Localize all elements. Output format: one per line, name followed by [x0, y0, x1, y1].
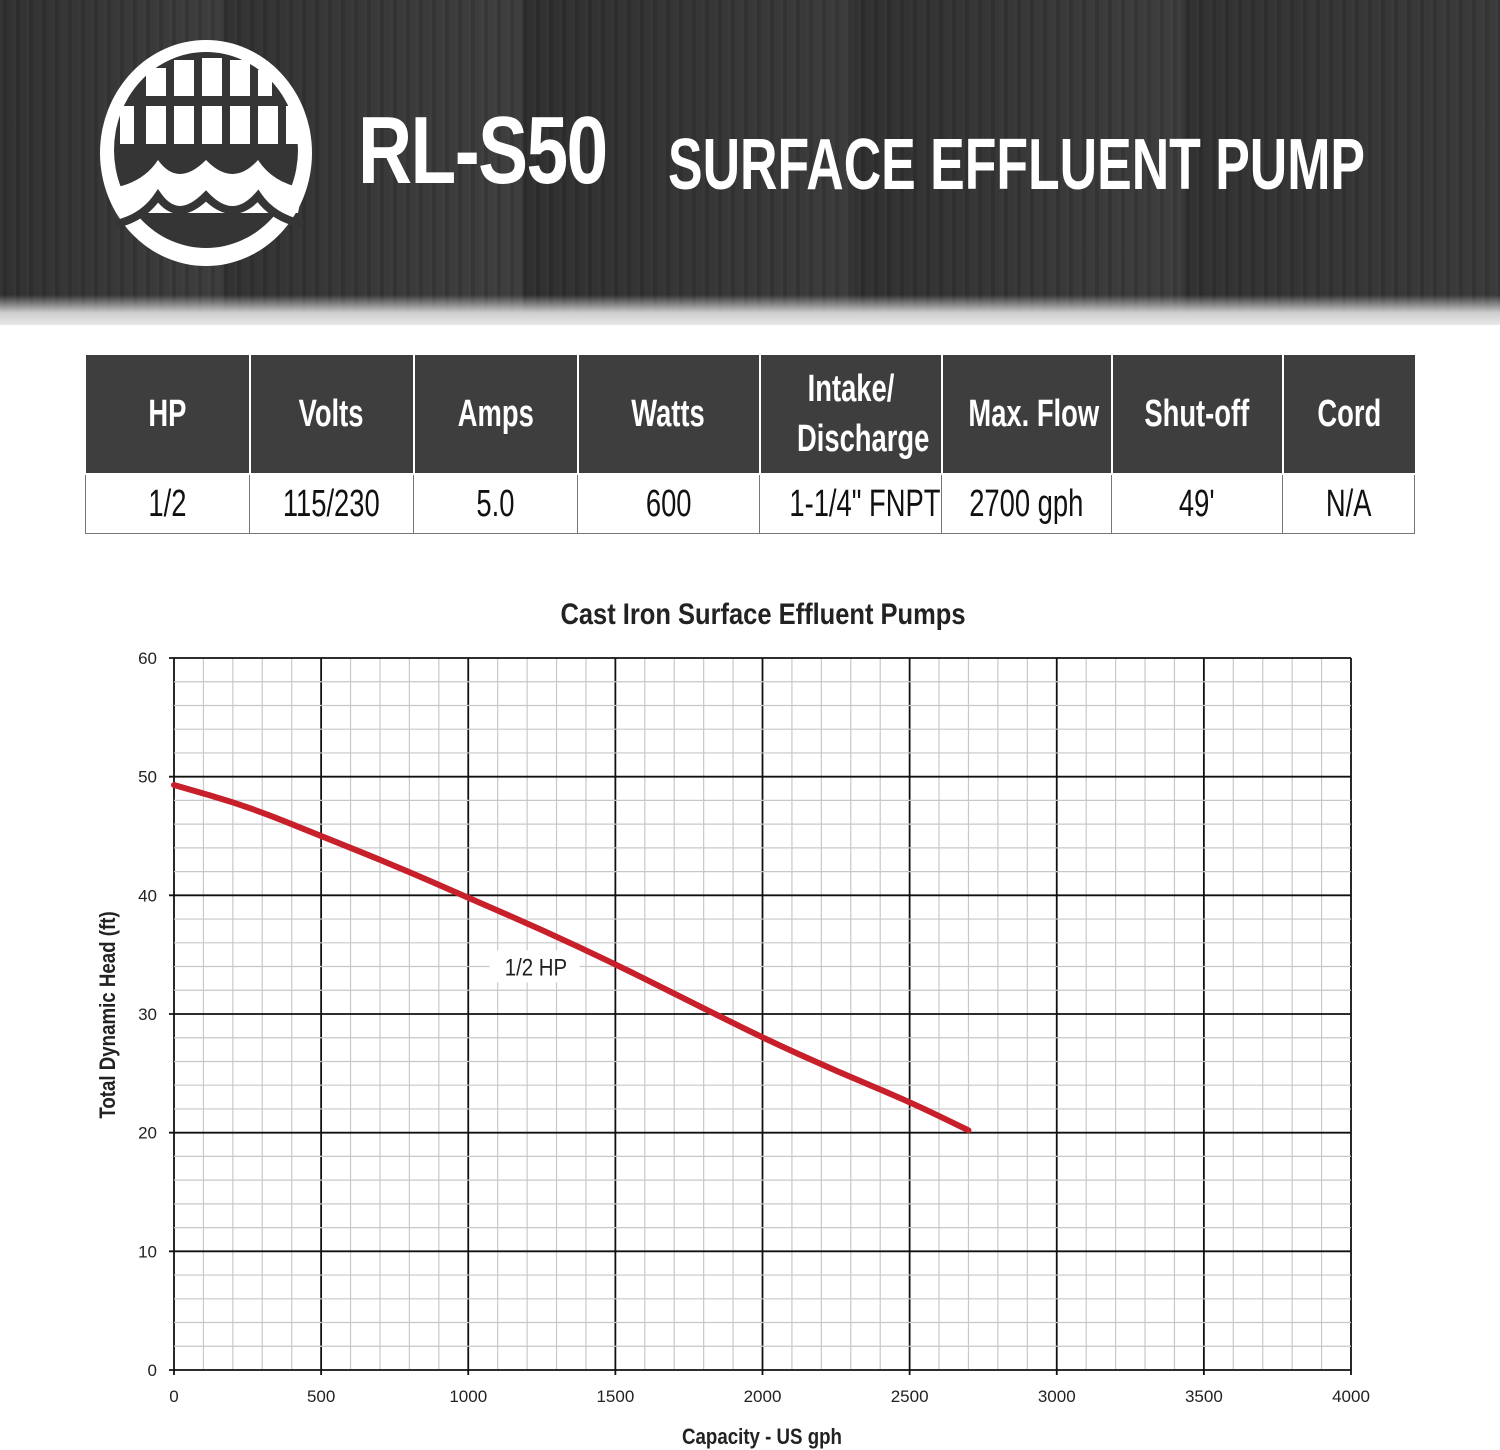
chart-title: Cast Iron Surface Effluent Pumps: [560, 597, 965, 630]
value-intake-discharge: 1-1/4" FNPT: [759, 473, 942, 534]
value-max-flow: 2700 gph: [941, 473, 1112, 534]
series-label-background: [489, 950, 580, 983]
value-cord: N/A: [1282, 473, 1415, 534]
y-tick-label: 20: [138, 1124, 157, 1143]
series-line-1-2-hp: [171, 781, 972, 1134]
header-watts: Watts: [576, 355, 761, 475]
grate-and-waves-logo-icon: [100, 40, 312, 266]
x-tick-label: 500: [307, 1387, 335, 1406]
y-tick-label: 30: [138, 1005, 157, 1024]
ticks: 0 500 1000 1500 2000 2500 3000 3500 4000 0 10 20 30 4…: [138, 649, 1370, 1406]
y-axis-label: Total Dynamic Head (ft): [97, 911, 121, 1118]
page-title: RL-S50 SURFACE EFFLUENT PUMP: [358, 96, 1365, 206]
specs-value-row: 1/2 115/230 5.0 600 1-1/4" FNPT 2700 gph…: [85, 473, 1415, 534]
x-tick-label: 1000: [449, 1387, 487, 1406]
model-name: RL-S50: [358, 97, 608, 204]
pump-curve-chart: Cast Iron Surface Effluent Pumps 0 500 100…: [97, 597, 1370, 1450]
x-tick-label: 3500: [1185, 1387, 1223, 1406]
header-hp: HP: [85, 355, 251, 475]
x-tick-label: 1500: [596, 1387, 634, 1406]
y-tick-label: 60: [138, 649, 157, 668]
series: 1/2 HP: [171, 781, 972, 1134]
specs-table: HP Volts Amps Watts Intake/ Discharge Ma…: [85, 355, 1415, 534]
header-max-flow: Max. Flow: [940, 355, 1113, 475]
value-watts: 600: [577, 473, 760, 534]
value-amps: 5.0: [413, 473, 578, 534]
x-axis-label: Capacity - US gph: [682, 1426, 842, 1450]
grid: [169, 657, 1352, 1375]
header-shutoff: Shut-off: [1110, 355, 1284, 475]
x-tick-label: 2500: [891, 1387, 929, 1406]
specs-header-row: HP Volts Amps Watts Intake/ Discharge Ma…: [85, 355, 1415, 475]
y-tick-label: 10: [138, 1242, 157, 1261]
value-volts: 115/230: [249, 473, 414, 534]
x-tick-label: 4000: [1332, 1387, 1370, 1406]
header-intake-discharge: Intake/ Discharge: [758, 355, 943, 475]
value-hp: 1/2: [85, 473, 250, 534]
value-shutoff: 49': [1111, 473, 1283, 534]
header-amps: Amps: [412, 355, 579, 475]
series-label: 1/2 HP: [505, 954, 567, 981]
x-tick-label: 3000: [1038, 1387, 1076, 1406]
header-volts: Volts: [248, 355, 415, 475]
header-cord: Cord: [1281, 355, 1415, 475]
product-description: SURFACE EFFLUENT PUMP: [668, 125, 1365, 205]
x-tick-label: 0: [169, 1387, 178, 1406]
y-tick-label: 0: [148, 1361, 157, 1380]
y-tick-label: 40: [138, 886, 157, 905]
y-tick-label: 50: [138, 768, 157, 787]
header-banner: RL-S50 SURFACE EFFLUENT PUMP: [0, 0, 1500, 325]
x-tick-label: 2000: [744, 1387, 782, 1406]
